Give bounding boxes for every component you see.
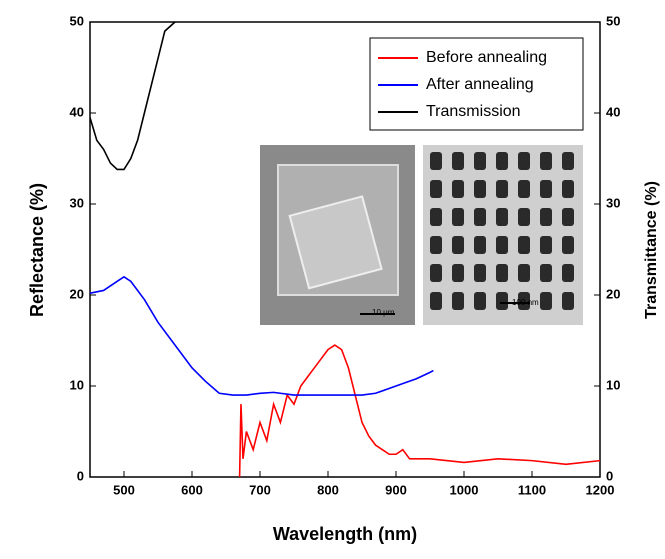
x-axis-title: Wavelength (nm) bbox=[273, 524, 417, 544]
inset-hole bbox=[474, 208, 486, 226]
inset-scale-label: 10 μm bbox=[372, 308, 395, 317]
x-tick-label: 1200 bbox=[586, 482, 615, 497]
inset-hole bbox=[540, 208, 552, 226]
inset-hole bbox=[430, 208, 442, 226]
series-line bbox=[238, 344, 601, 478]
inset-hole bbox=[474, 236, 486, 254]
inset-hole bbox=[452, 292, 464, 310]
inset-hole bbox=[518, 292, 530, 310]
inset-hole bbox=[430, 292, 442, 310]
inset-hole bbox=[474, 152, 486, 170]
legend-label: Transmission bbox=[426, 103, 521, 120]
inset-hole bbox=[540, 152, 552, 170]
inset-hole bbox=[430, 236, 442, 254]
inset-hole bbox=[430, 264, 442, 282]
legend-label: After annealing bbox=[426, 76, 534, 93]
x-tick-label: 1100 bbox=[518, 482, 546, 497]
y-tick-label: 10 bbox=[70, 377, 84, 392]
x-tick-label: 800 bbox=[317, 482, 339, 497]
inset-scale-label: 100 nm bbox=[512, 298, 539, 307]
inset-hole bbox=[452, 264, 464, 282]
inset-hole bbox=[518, 264, 530, 282]
x-tick-label: 700 bbox=[249, 482, 271, 497]
inset-hole bbox=[562, 292, 574, 310]
series-line bbox=[89, 275, 434, 396]
plot-frame bbox=[89, 21, 601, 478]
y-tick-label: 50 bbox=[70, 13, 84, 28]
inset-hole bbox=[496, 236, 508, 254]
inset-hole bbox=[540, 236, 552, 254]
legend-label: Before annealing bbox=[426, 49, 547, 66]
inset-hole bbox=[452, 152, 464, 170]
y-axis-title: Reflectance (%) bbox=[27, 183, 47, 317]
inset-hole bbox=[430, 180, 442, 198]
inset-hole bbox=[518, 236, 530, 254]
inset-hole bbox=[496, 152, 508, 170]
inset-square bbox=[288, 195, 383, 290]
y-tick-label: 20 bbox=[70, 286, 84, 301]
inset-hole bbox=[452, 236, 464, 254]
inset-hole bbox=[518, 152, 530, 170]
inset-hole bbox=[452, 180, 464, 198]
inset-hole bbox=[562, 264, 574, 282]
y2-tick-label: 10 bbox=[606, 377, 620, 392]
y-tick-label: 40 bbox=[70, 104, 84, 119]
y-tick-label: 0 bbox=[77, 468, 84, 483]
inset-hole bbox=[496, 180, 508, 198]
y2-tick-label: 50 bbox=[606, 13, 620, 28]
inset-hole bbox=[518, 180, 530, 198]
inset-hole bbox=[474, 264, 486, 282]
inset-hole bbox=[474, 180, 486, 198]
y2-tick-label: 0 bbox=[606, 468, 613, 483]
inset-1 bbox=[260, 145, 415, 325]
x-tick-label: 900 bbox=[385, 482, 407, 497]
inset-hole bbox=[474, 292, 486, 310]
inset-hole bbox=[562, 236, 574, 254]
inset-2 bbox=[423, 145, 583, 325]
inset-hole bbox=[518, 208, 530, 226]
inset-hole bbox=[562, 152, 574, 170]
x-tick-label: 500 bbox=[113, 482, 135, 497]
y-tick-label: 30 bbox=[70, 195, 84, 210]
y2-tick-label: 20 bbox=[606, 286, 620, 301]
inset-hole bbox=[430, 152, 442, 170]
inset-hole bbox=[562, 180, 574, 198]
y2-tick-label: 40 bbox=[606, 104, 620, 119]
y2-tick-label: 30 bbox=[606, 195, 620, 210]
x-tick-label: 1000 bbox=[450, 482, 479, 497]
y2-axis-title: Transmittance (%) bbox=[643, 181, 660, 319]
series-line bbox=[89, 21, 176, 171]
inset-hole bbox=[496, 292, 508, 310]
inset-hole bbox=[496, 208, 508, 226]
x-tick-label: 600 bbox=[181, 482, 203, 497]
inset-hole bbox=[452, 208, 464, 226]
inset-holes bbox=[430, 152, 574, 310]
inset-hole bbox=[540, 180, 552, 198]
inset-hole bbox=[540, 292, 552, 310]
inset-hole bbox=[540, 264, 552, 282]
inset-hole bbox=[562, 208, 574, 226]
inset-hole bbox=[496, 264, 508, 282]
